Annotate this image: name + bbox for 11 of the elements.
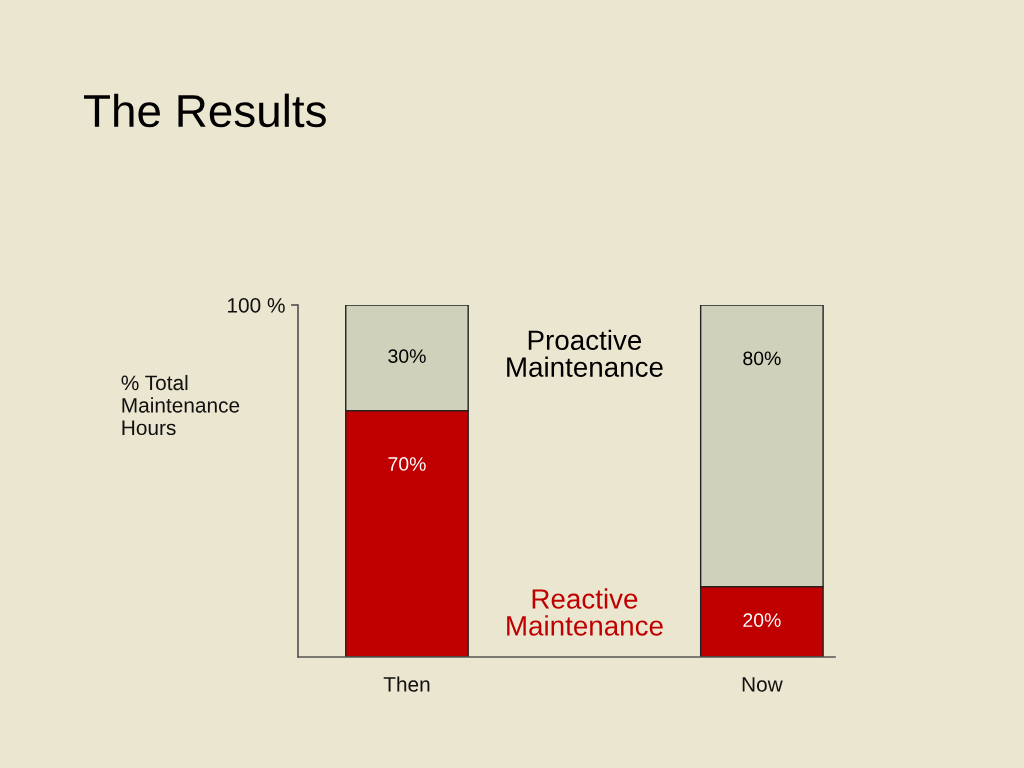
data-label: 70% (388, 457, 426, 471)
data-label: 30% (388, 349, 426, 364)
data-label: 20% (743, 613, 781, 628)
series-label: Reactive Maintenance (507, 588, 663, 636)
series-label: Proactive Maintenance (507, 329, 663, 377)
x-tick-label: Now (742, 677, 783, 692)
chart-title: The Results (84, 93, 326, 128)
x-tick-label: Then (383, 676, 430, 692)
data-label: 80% (743, 351, 781, 366)
y-axis-title: % Total Maintenance Hours (121, 374, 240, 436)
y-tick-label: 100 % (228, 298, 285, 313)
